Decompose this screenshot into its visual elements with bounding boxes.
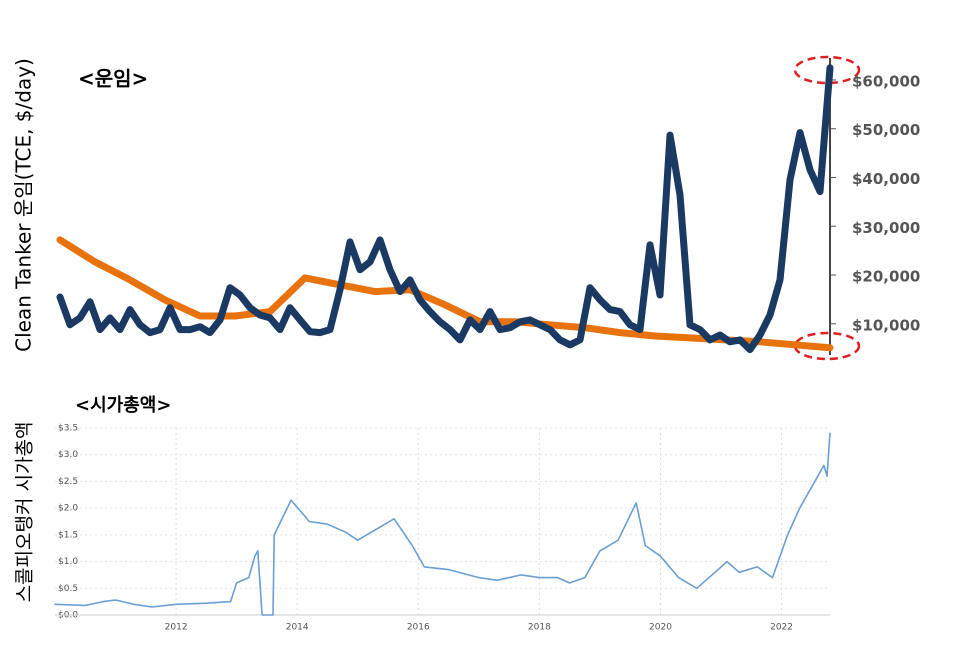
- y-tick-label: $3.0: [58, 450, 78, 460]
- x-tick-label: 2018: [528, 623, 551, 633]
- y-tick-label: $20,000: [852, 268, 920, 286]
- y-tick-label: $60,000: [852, 72, 920, 90]
- x-tick-label: 2012: [165, 623, 188, 633]
- chart-title: <시가총액>: [75, 395, 171, 416]
- line-series: [54, 432, 831, 616]
- y-tick-label: $3.5: [58, 424, 78, 434]
- x-tick-label: 2022: [770, 623, 793, 633]
- x-tick-label: 2014: [286, 623, 309, 633]
- x-tick-label: 2020: [649, 623, 672, 633]
- y-axis-label: Clean Tanker 운임(TCE, $/day): [12, 58, 36, 352]
- y-tick-label: $50,000: [852, 121, 920, 139]
- y-tick-label: $1.0: [58, 557, 78, 567]
- y-tick-label: $10,000: [852, 316, 920, 334]
- y-tick-label: $1.5: [58, 530, 78, 540]
- highlight-circle: [793, 55, 861, 85]
- y-axis-label: 스콜피오탱커 시가총액: [14, 422, 36, 603]
- y-tick-label: $2.0: [58, 504, 78, 514]
- y-tick-label: $30,000: [852, 219, 920, 237]
- line-series: [56, 236, 834, 352]
- y-tick-label: $40,000: [852, 170, 920, 188]
- x-tick-label: 2016: [407, 623, 430, 633]
- line-series: [56, 64, 834, 354]
- highlight-circle: [793, 331, 861, 361]
- y-tick-label: $0.5: [58, 584, 78, 594]
- y-tick-label: $2.5: [58, 477, 78, 487]
- chart-title: <운임>: [78, 67, 148, 91]
